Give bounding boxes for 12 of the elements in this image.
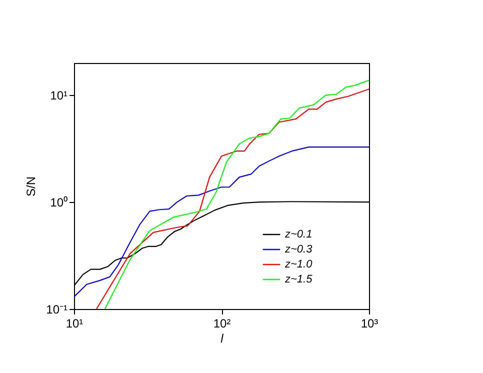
x-tick-label: 10³: [360, 316, 378, 330]
y-axis-title: S/N: [24, 176, 38, 197]
y-tick-label: 10¹: [50, 88, 68, 103]
legend-label: z~0.1: [284, 228, 312, 240]
x-axis-title: l: [220, 332, 224, 346]
x-tick-label: 10¹: [66, 316, 84, 330]
y-tick-label: 10⁻¹: [46, 302, 68, 316]
legend-label: z~1.0: [284, 258, 314, 270]
y-tick-label: 10⁰: [50, 196, 68, 210]
legend-label: z~1.5: [284, 274, 314, 286]
legend-label: z~0.3: [284, 244, 314, 256]
x-tick-label: 10²: [213, 316, 231, 330]
